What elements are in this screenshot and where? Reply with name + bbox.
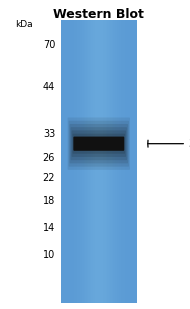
Text: 33: 33 <box>43 129 55 139</box>
FancyBboxPatch shape <box>68 117 130 170</box>
Text: 18: 18 <box>43 196 55 206</box>
FancyBboxPatch shape <box>70 124 128 163</box>
Text: Western Blot: Western Blot <box>53 8 144 21</box>
Text: 26: 26 <box>43 153 55 163</box>
Text: 10: 10 <box>43 250 55 260</box>
Text: 44: 44 <box>43 82 55 92</box>
FancyBboxPatch shape <box>72 130 126 157</box>
FancyBboxPatch shape <box>70 127 127 160</box>
FancyBboxPatch shape <box>73 134 125 154</box>
FancyBboxPatch shape <box>69 121 129 167</box>
Text: kDa: kDa <box>15 20 33 29</box>
FancyBboxPatch shape <box>73 137 124 151</box>
Text: 14: 14 <box>43 223 55 233</box>
Text: 22: 22 <box>43 173 55 183</box>
Text: 70: 70 <box>43 40 55 50</box>
Text: 34kDa: 34kDa <box>188 139 190 149</box>
